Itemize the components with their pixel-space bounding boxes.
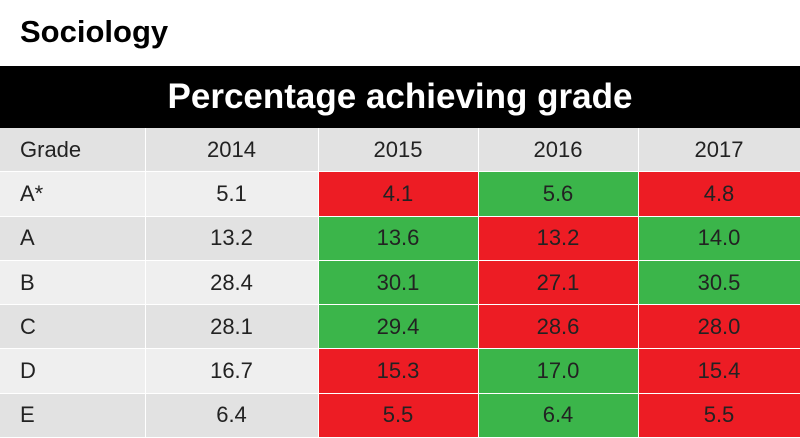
value-cell: 14.0 — [638, 216, 800, 261]
table-row: E 6.4 5.5 6.4 5.5 — [0, 393, 800, 438]
table-row: A 13.2 13.6 13.2 14.0 — [0, 216, 800, 261]
column-header: 2017 — [638, 128, 800, 173]
subject-title: Sociology — [20, 14, 169, 49]
column-header: 2015 — [318, 128, 479, 173]
value-cell: 4.8 — [638, 171, 800, 217]
value-cell: 5.6 — [478, 171, 639, 217]
table-row: A* 5.1 4.1 5.6 4.8 — [0, 171, 800, 217]
value-cell: 30.1 — [318, 260, 479, 306]
table-title-bar: Percentage achieving grade — [0, 66, 800, 128]
value-cell: 28.4 — [145, 260, 319, 306]
value-cell: 17.0 — [478, 348, 639, 394]
value-cell: 28.6 — [478, 304, 639, 350]
value-cell: 28.1 — [145, 304, 319, 350]
value-cell: 6.4 — [478, 393, 639, 438]
grade-label: D — [0, 348, 146, 394]
column-header: 2014 — [145, 128, 319, 173]
value-cell: 16.7 — [145, 348, 319, 394]
grade-label: C — [0, 304, 146, 350]
value-cell: 15.4 — [638, 348, 800, 394]
value-cell: 5.1 — [145, 171, 319, 217]
value-cell: 13.2 — [145, 216, 319, 261]
grade-label: E — [0, 393, 146, 438]
value-cell: 28.0 — [638, 304, 800, 350]
table-row: B 28.4 30.1 27.1 30.5 — [0, 260, 800, 306]
grades-table-body: A* 5.1 4.1 5.6 4.8 A 13.2 13.6 13.2 14.0 B 28.4 30.1… — [0, 171, 800, 438]
grade-label: A — [0, 216, 146, 261]
table-row: D 16.7 15.3 17.0 15.4 — [0, 348, 800, 394]
value-cell: 6.4 — [145, 393, 319, 438]
value-cell: 15.3 — [318, 348, 479, 394]
value-cell: 13.2 — [478, 216, 639, 261]
grade-label: B — [0, 260, 146, 306]
header-row: Grade 2014 2015 2016 2017 — [0, 128, 800, 173]
grades-table: Grade 2014 2015 2016 2017 A* 5.1 4.1 5.6 4.8… — [0, 128, 800, 438]
value-cell: 5.5 — [318, 393, 479, 438]
column-header: 2016 — [478, 128, 639, 173]
column-header: Grade — [0, 128, 146, 173]
value-cell: 27.1 — [478, 260, 639, 306]
value-cell: 29.4 — [318, 304, 479, 350]
value-cell: 5.5 — [638, 393, 800, 438]
grade-label: A* — [0, 171, 146, 217]
table-title: Percentage achieving grade — [167, 77, 633, 116]
value-cell: 13.6 — [318, 216, 479, 261]
value-cell: 4.1 — [318, 171, 479, 217]
value-cell: 30.5 — [638, 260, 800, 306]
table-row: C 28.1 29.4 28.6 28.0 — [0, 304, 800, 350]
